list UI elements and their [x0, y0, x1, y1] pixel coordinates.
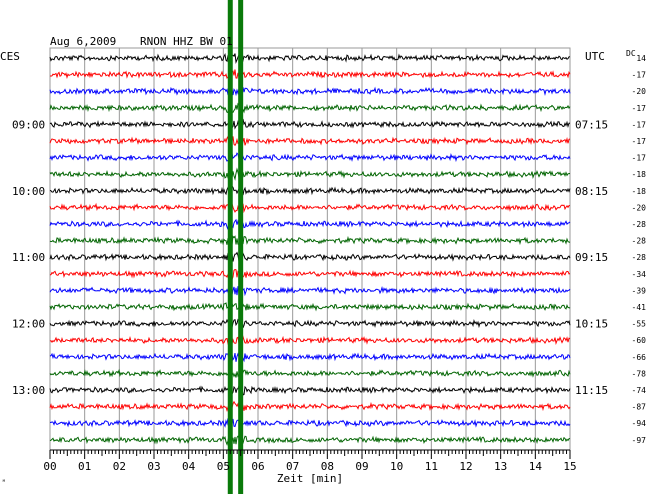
x-tick-label: 05 — [217, 460, 230, 473]
left-hour-labels: 09:00 10:00 11:00 12:00 13:00 — [12, 118, 45, 397]
dc-offset-label: -28 — [632, 220, 647, 229]
left-hour-label: 12:00 — [12, 318, 45, 331]
trace-row — [49, 400, 571, 413]
x-tick-label: 07 — [286, 460, 299, 473]
x-tick-label: 06 — [251, 460, 264, 473]
trace-row — [49, 69, 571, 79]
x-tick-label: 08 — [321, 460, 334, 473]
dc-offset-label: -28 — [632, 253, 647, 262]
dc-offset-labels: 14 -17 -20 -17 -17 -17 -17 -18 -18 -20 -28 -28 -28 -3… — [632, 54, 647, 445]
right-hour-label: 11:15 — [575, 384, 608, 397]
dc-offset-label: -17 — [632, 104, 647, 113]
grid-lines — [49, 47, 571, 451]
corner-mark: ᴹ — [2, 479, 6, 486]
trace-row — [49, 284, 571, 297]
trace-row — [49, 51, 571, 64]
dc-offset-label: -78 — [632, 369, 647, 378]
header-station: RNON HHZ BW 01 — [140, 35, 233, 48]
dc-offset-label: -18 — [632, 187, 647, 196]
trace-row — [49, 418, 571, 429]
x-tick-label: 09 — [355, 460, 368, 473]
trace-row — [49, 118, 571, 130]
right-hour-label: 10:15 — [575, 318, 608, 331]
left-hour-label: 11:00 — [12, 251, 45, 264]
trace-rows — [49, 51, 571, 446]
dc-offset-label: -28 — [632, 237, 647, 246]
dc-offset-label: -74 — [632, 386, 647, 395]
dc-label: DC — [626, 49, 636, 58]
dc-offset-label: -55 — [632, 320, 647, 329]
dc-offset-label: 14 — [636, 54, 646, 63]
dc-offset-label: -17 — [632, 137, 647, 146]
x-tick-label: 04 — [182, 460, 196, 473]
dc-offset-label: -17 — [632, 71, 647, 80]
trace-row — [49, 334, 571, 346]
x-tick-label: 13 — [494, 460, 507, 473]
x-tick-label: 03 — [147, 460, 160, 473]
x-tick-label: 10 — [390, 460, 403, 473]
trace-row — [49, 317, 571, 329]
dc-offset-label: -60 — [632, 336, 647, 345]
event-markers — [227, 0, 244, 494]
left-zone-label: CES — [0, 50, 20, 63]
dc-offset-label: -20 — [632, 87, 647, 96]
dc-offset-label: -17 — [632, 120, 647, 129]
dc-offset-label: -17 — [632, 154, 647, 163]
trace-row — [49, 266, 571, 281]
left-hour-label: 13:00 — [12, 384, 45, 397]
dc-offset-label: -34 — [632, 270, 647, 279]
header-date: Aug 6,2009 — [50, 35, 116, 48]
trace-row — [49, 185, 571, 196]
dc-offset-label: -66 — [632, 353, 647, 362]
x-tick-label: 02 — [113, 460, 126, 473]
dc-offset-label: -87 — [632, 403, 647, 412]
x-tick-label: 00 — [43, 460, 56, 473]
dc-offset-label: -39 — [632, 286, 647, 295]
trace-row — [49, 218, 571, 230]
trace-row — [49, 202, 570, 214]
right-hour-labels: 07:15 08:15 09:15 10:15 11:15 — [575, 118, 608, 397]
dc-offset-label: -18 — [632, 170, 647, 179]
trace-row — [49, 383, 571, 396]
trace-row — [49, 102, 571, 114]
trace-row — [49, 151, 571, 163]
trace-row — [49, 368, 571, 379]
trace-row — [49, 300, 571, 312]
x-tick-label: 01 — [78, 460, 91, 473]
x-tick-label: 15 — [563, 460, 576, 473]
trace-row — [49, 251, 571, 263]
dc-offset-label: -41 — [632, 303, 647, 312]
right-zone-label: UTC — [585, 50, 605, 63]
trace-row — [49, 235, 571, 247]
x-tick-label: 14 — [529, 460, 543, 473]
right-hour-label: 09:15 — [575, 251, 608, 264]
x-axis: 00 01 02 03 04 05 06 07 08 09 10 11 12 13 14 15 — [43, 449, 577, 473]
trace-row — [49, 167, 571, 182]
trace-row — [49, 86, 571, 97]
right-hour-label: 07:15 — [575, 118, 608, 131]
right-hour-label: 08:15 — [575, 185, 608, 198]
dc-offset-label: -20 — [632, 203, 647, 212]
x-tick-label: 11 — [425, 460, 438, 473]
trace-row — [49, 434, 571, 446]
trace-row — [49, 135, 571, 147]
left-hour-label: 10:00 — [12, 185, 45, 198]
trace-row — [49, 351, 571, 363]
x-tick-label: 12 — [459, 460, 472, 473]
dc-offset-label: -97 — [632, 436, 647, 445]
dc-offset-label: -94 — [632, 419, 647, 428]
left-hour-label: 09:00 — [12, 118, 45, 131]
x-axis-title: Zeit [min] — [277, 472, 343, 485]
